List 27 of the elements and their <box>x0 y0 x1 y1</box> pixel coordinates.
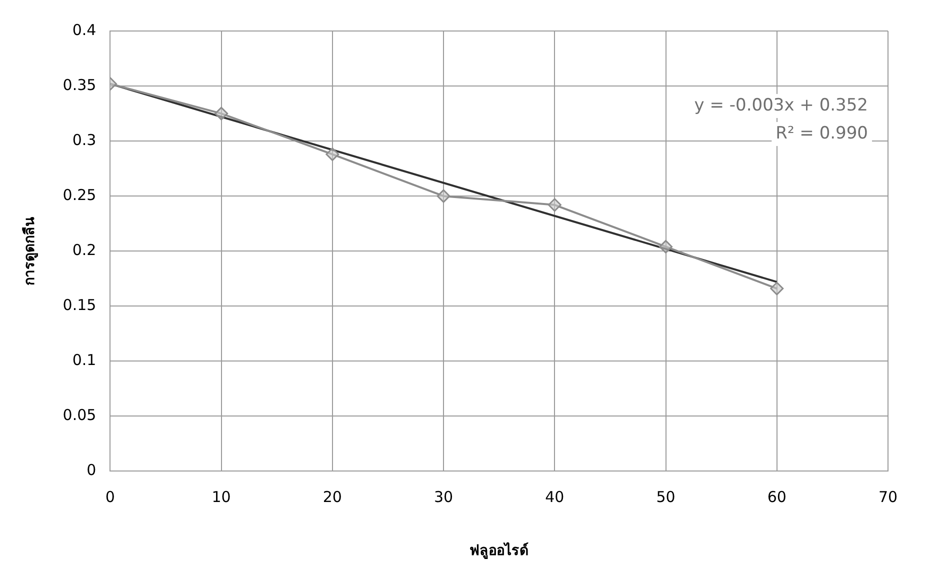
point <box>326 148 340 162</box>
y-tick-label: 0 <box>86 461 96 480</box>
x-tick-label: 30 <box>434 488 454 506</box>
y-tick-label: 0.3 <box>72 130 96 149</box>
y-tick-label: 0.15 <box>62 296 96 314</box>
annotation: y = -0.003x + 0.352 <box>694 95 868 116</box>
y-tick-label: 0.4 <box>72 20 96 39</box>
point <box>214 106 228 120</box>
annotation: R² = 0.990 <box>776 123 868 144</box>
point <box>436 189 450 203</box>
y-tick-label: 0.05 <box>62 406 96 424</box>
x-tick-label: 40 <box>545 488 564 506</box>
point <box>659 240 673 254</box>
x-axis-title: ฟลูออไรด์ <box>470 541 529 560</box>
y-tick-label: 0.35 <box>62 76 96 94</box>
point <box>770 282 784 296</box>
x-tick-label: 70 <box>878 488 898 506</box>
x-tick-label: 60 <box>767 488 786 506</box>
x-tick-label: 10 <box>212 488 231 506</box>
y-tick-label: 0.2 <box>72 240 96 259</box>
x-tick-label: 20 <box>322 488 342 506</box>
y-tick-label: 0.25 <box>62 186 96 204</box>
point <box>548 198 562 212</box>
y-axis-title: การดูดกลืน <box>22 216 38 286</box>
x-tick-label: 0 <box>105 488 115 506</box>
y-tick-label: 0.1 <box>72 351 96 370</box>
x-tick-label: 50 <box>656 488 676 506</box>
